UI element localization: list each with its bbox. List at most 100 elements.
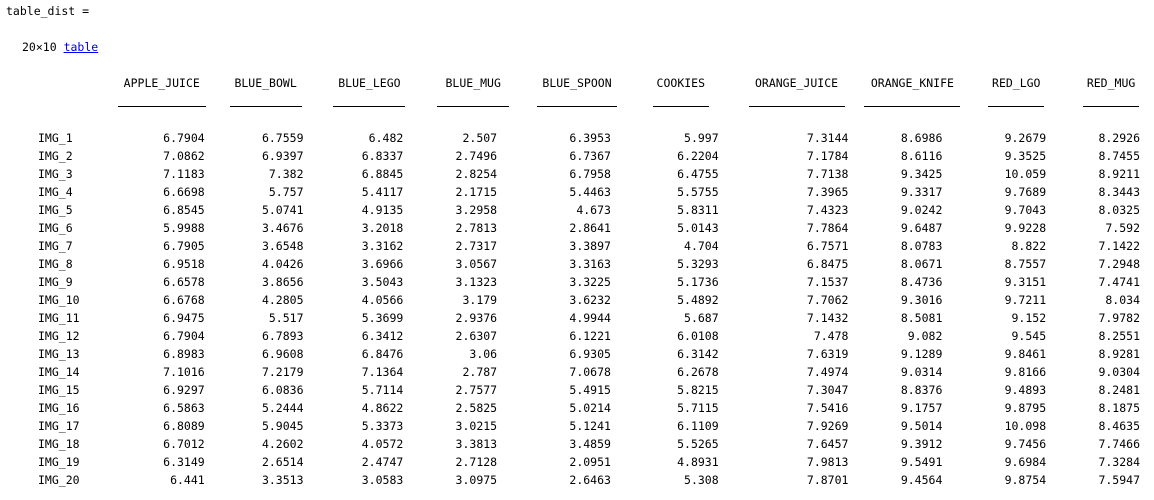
table-cell: 8.0671 (900, 257, 943, 271)
table-cell: 8.6116 (900, 149, 943, 163)
table-cell: 3.06 (469, 347, 498, 361)
table-cell: 9.6984 (1004, 455, 1047, 469)
table-cell: 9.4564 (900, 473, 943, 487)
table-row: IMG_6 5.9988 3.4676 3.2018 2.7813 2.8641 5.014… (0, 219, 1154, 237)
table-cell: 7.7062 (806, 293, 849, 307)
table-cell: 2.787 (462, 365, 498, 379)
table-cell: 5.1736 (677, 275, 719, 289)
table-cell: 6.4755 (677, 167, 719, 181)
column-header-underline (229, 106, 302, 107)
column-header-label: ORANGE_KNIFE (870, 76, 954, 90)
column-header-underline (988, 106, 1045, 107)
table-cell: 9.5491 (900, 455, 943, 469)
column-header-underline (748, 106, 845, 107)
table-cell: 3.3163 (569, 257, 611, 271)
table-cell: 7.0678 (569, 365, 611, 379)
column-header: BLUE_LEGO (318, 75, 422, 111)
table-header-row: APPLE_JUICE BLUE_BOWL BLUE_LEGO BLUE_MUG BLU… (0, 75, 1154, 111)
table-cell: 8.1875 (1098, 401, 1140, 415)
table-row: IMG_7 6.7905 3.6548 3.3162 2.7317 3.3897 4.704… (0, 237, 1154, 255)
table-cell: 7.592 (1105, 221, 1140, 235)
table-cell: 2.507 (462, 131, 498, 145)
table-row: IMG_16 6.5863 5.2444 4.8622 2.5825 5.0214 5.71… (0, 399, 1154, 417)
table-cell: 7.3144 (806, 131, 849, 145)
table-cell: 8.2551 (1098, 329, 1140, 343)
table-cell: 4.704 (684, 239, 719, 253)
table-class-link[interactable]: table (63, 40, 99, 54)
table-cell: 5.8215 (677, 383, 719, 397)
row-name: IMG_3 (38, 167, 73, 181)
row-name: IMG_15 (38, 383, 80, 397)
column-header: RED_MUG (1068, 75, 1154, 111)
table-cell: 3.0583 (361, 473, 404, 487)
table-cell: 7.2948 (1098, 257, 1140, 271)
variable-name-line: table_dist = (6, 4, 90, 18)
table-cell: 5.2444 (261, 401, 304, 415)
table-cell: 7.6319 (806, 347, 849, 361)
row-name: IMG_19 (38, 455, 80, 469)
table-cell: 7.9813 (806, 455, 849, 469)
table-cell: 4.0426 (261, 257, 304, 271)
table-cell: 7.382 (268, 167, 304, 181)
row-name: IMG_18 (38, 437, 80, 451)
table-cell: 7.1422 (1098, 239, 1140, 253)
table-cell: 9.152 (1011, 311, 1047, 325)
table-cell: 8.7455 (1098, 149, 1140, 163)
table-cell: 8.0325 (1098, 203, 1140, 217)
column-header-label: ORANGE_JUICE (754, 76, 839, 90)
table-cell: 4.9135 (361, 203, 404, 217)
table-cell: 4.2805 (261, 293, 304, 307)
table-cell: 6.3149 (163, 455, 205, 469)
table-cell: 2.4747 (361, 455, 404, 469)
table-cell: 9.7043 (1004, 203, 1047, 217)
table-cell: 3.6966 (361, 257, 404, 271)
table-cell: 6.6768 (163, 293, 205, 307)
table-cell: 8.5081 (900, 311, 943, 325)
table-cell: 7.7864 (806, 221, 849, 235)
table-cell: 2.6514 (261, 455, 304, 469)
table-cell: 2.6463 (569, 473, 611, 487)
table-cell: 9.545 (1011, 329, 1047, 343)
table-cell: 5.0143 (677, 221, 719, 235)
table-cell: 5.4117 (361, 185, 404, 199)
table-cell: 9.3425 (900, 167, 943, 181)
table-cell: 8.034 (1105, 293, 1140, 307)
table-cell: 2.7317 (455, 239, 498, 253)
table-row: IMG_13 6.8983 6.9608 6.8476 3.06 6.9305 6.3142… (0, 345, 1154, 363)
table-cell: 6.9518 (163, 257, 205, 271)
table-cell: 8.9211 (1098, 167, 1140, 181)
column-header: COOKIES (629, 75, 733, 111)
table-cell: 3.3513 (261, 473, 304, 487)
column-header: ORANGE_KNIFE (860, 75, 964, 111)
table-cell: 6.8845 (361, 167, 404, 181)
table-cell: 3.8656 (261, 275, 304, 289)
table-cell: 8.7557 (1004, 257, 1047, 271)
table-cell: 6.3412 (361, 329, 404, 343)
table-cell: 7.4741 (1098, 275, 1140, 289)
table-cell: 9.8795 (1004, 401, 1047, 415)
table-cell: 7.0862 (163, 149, 205, 163)
table-cell: 6.3953 (569, 131, 611, 145)
table-cell: 6.8476 (361, 347, 404, 361)
table-cell: 9.8166 (1004, 365, 1047, 379)
table-cell: 6.8089 (163, 419, 205, 433)
table-cell: 2.8641 (569, 221, 611, 235)
table-cell: 6.8983 (163, 347, 205, 361)
table-cell: 6.9297 (163, 383, 205, 397)
table-cell: 7.1364 (361, 365, 404, 379)
table-row: IMG_18 6.7012 4.2602 4.0572 3.3813 3.4859 5.52… (0, 435, 1154, 453)
table-cell: 3.2958 (455, 203, 498, 217)
table-cell: 7.478 (813, 329, 849, 343)
row-name: IMG_6 (38, 221, 73, 235)
table-cell: 7.1537 (806, 275, 849, 289)
table-cell: 6.9305 (569, 347, 611, 361)
table-cell: 9.3016 (900, 293, 943, 307)
table-cell: 7.1784 (806, 149, 849, 163)
table-cell: 5.3699 (361, 311, 404, 325)
table-cell: 3.3813 (455, 437, 498, 451)
row-name: IMG_7 (38, 239, 73, 253)
row-name: IMG_14 (38, 365, 80, 379)
table-cell: 6.9397 (261, 149, 304, 163)
table-cell: 6.2678 (677, 365, 719, 379)
table-cell: 4.8931 (677, 455, 719, 469)
